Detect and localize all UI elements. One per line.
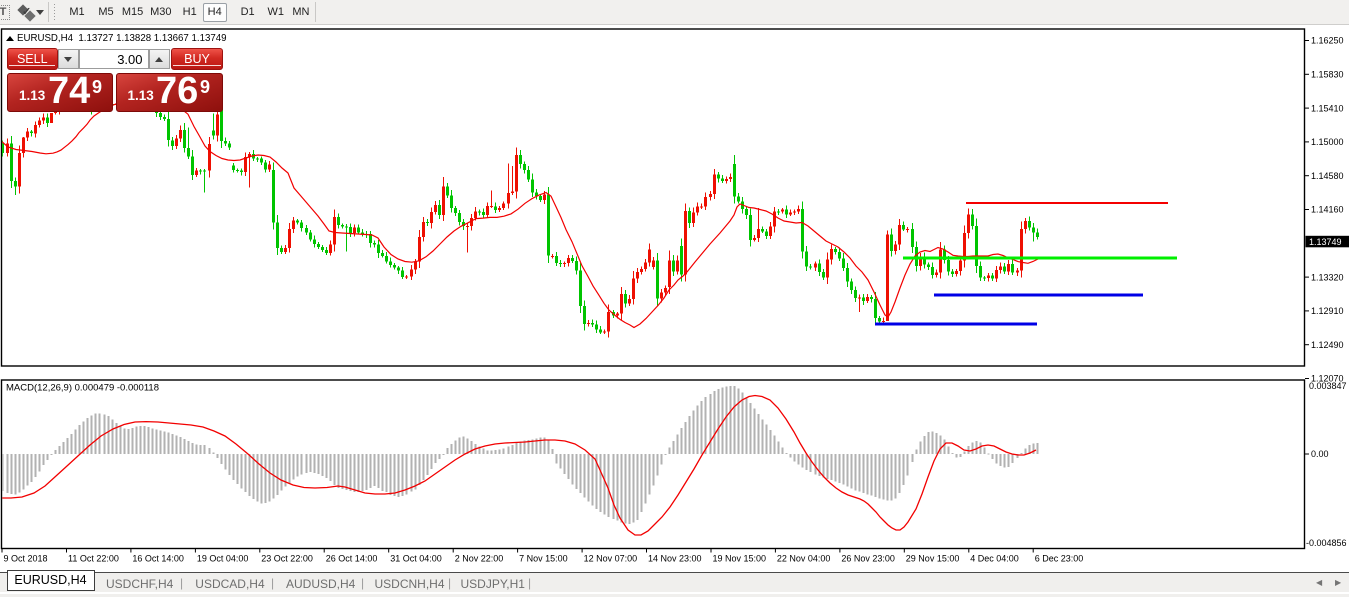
svg-text:9 Oct 2018: 9 Oct 2018 xyxy=(4,554,48,564)
svg-text:16 Oct 14:00: 16 Oct 14:00 xyxy=(132,554,184,564)
svg-text:1.14580: 1.14580 xyxy=(1311,171,1344,181)
svg-text:23 Oct 22:00: 23 Oct 22:00 xyxy=(261,554,313,564)
svg-text:31 Oct 04:00: 31 Oct 04:00 xyxy=(390,554,442,564)
svg-text:0.003847: 0.003847 xyxy=(1309,381,1347,391)
svg-text:11 Oct 22:00: 11 Oct 22:00 xyxy=(68,554,119,564)
svg-text:7 Nov 15:00: 7 Nov 15:00 xyxy=(519,554,568,564)
svg-text:2 Nov 22:00: 2 Nov 22:00 xyxy=(455,554,504,564)
svg-text:14 Nov 23:00: 14 Nov 23:00 xyxy=(648,554,702,564)
svg-text:1.16250: 1.16250 xyxy=(1311,36,1344,46)
svg-text:1.15410: 1.15410 xyxy=(1311,103,1344,113)
svg-text:-0.004856: -0.004856 xyxy=(1306,538,1347,548)
svg-text:1.12070: 1.12070 xyxy=(1311,374,1344,384)
svg-text:1.15830: 1.15830 xyxy=(1311,70,1344,80)
svg-text:19 Nov 15:00: 19 Nov 15:00 xyxy=(713,554,767,564)
svg-text:19 Oct 04:00: 19 Oct 04:00 xyxy=(197,554,249,564)
svg-text:1.15000: 1.15000 xyxy=(1311,137,1344,147)
svg-text:12 Nov 07:00: 12 Nov 07:00 xyxy=(584,554,638,564)
svg-text:29 Nov 15:00: 29 Nov 15:00 xyxy=(906,554,960,564)
svg-text:26 Nov 23:00: 26 Nov 23:00 xyxy=(841,554,895,564)
svg-text:22 Nov 04:00: 22 Nov 04:00 xyxy=(777,554,831,564)
svg-text:6 Dec 23:00: 6 Dec 23:00 xyxy=(1035,554,1084,564)
svg-text:1.14160: 1.14160 xyxy=(1311,205,1344,215)
svg-text:1.13749: 1.13749 xyxy=(1309,237,1342,247)
svg-text:1.13320: 1.13320 xyxy=(1311,272,1344,282)
svg-text:1.12490: 1.12490 xyxy=(1311,340,1344,350)
svg-text:4 Dec 04:00: 4 Dec 04:00 xyxy=(970,554,1019,564)
svg-text:26 Oct 14:00: 26 Oct 14:00 xyxy=(326,554,378,564)
svg-text:0.00: 0.00 xyxy=(1311,449,1329,459)
svg-text:MACD(12,26,9) 0.000479 -0.0001: MACD(12,26,9) 0.000479 -0.000118 xyxy=(6,383,159,394)
svg-text:1.12910: 1.12910 xyxy=(1311,306,1344,316)
